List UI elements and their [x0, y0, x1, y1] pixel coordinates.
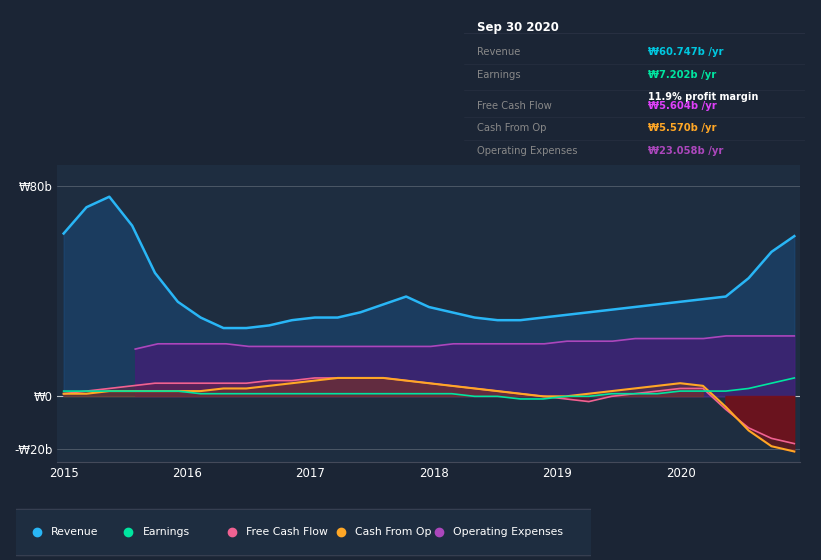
Text: ₩60.747b /yr: ₩60.747b /yr [648, 47, 723, 57]
Text: Cash From Op: Cash From Op [478, 123, 547, 133]
Text: Free Cash Flow: Free Cash Flow [246, 527, 328, 537]
Text: Operating Expenses: Operating Expenses [453, 527, 563, 537]
Text: ₩5.570b /yr: ₩5.570b /yr [648, 123, 717, 133]
FancyBboxPatch shape [8, 510, 600, 556]
Text: ₩7.202b /yr: ₩7.202b /yr [648, 70, 716, 80]
Text: Earnings: Earnings [478, 70, 521, 80]
Text: Cash From Op: Cash From Op [355, 527, 432, 537]
Text: ₩5.604b /yr: ₩5.604b /yr [648, 101, 717, 111]
Text: Revenue: Revenue [478, 47, 521, 57]
Text: 11.9% profit margin: 11.9% profit margin [648, 92, 759, 102]
Text: Earnings: Earnings [143, 527, 190, 537]
Text: Operating Expenses: Operating Expenses [478, 146, 578, 156]
Text: Sep 30 2020: Sep 30 2020 [478, 21, 559, 34]
Text: ₩23.058b /yr: ₩23.058b /yr [648, 146, 723, 156]
Text: Free Cash Flow: Free Cash Flow [478, 101, 553, 111]
Text: Revenue: Revenue [51, 527, 99, 537]
